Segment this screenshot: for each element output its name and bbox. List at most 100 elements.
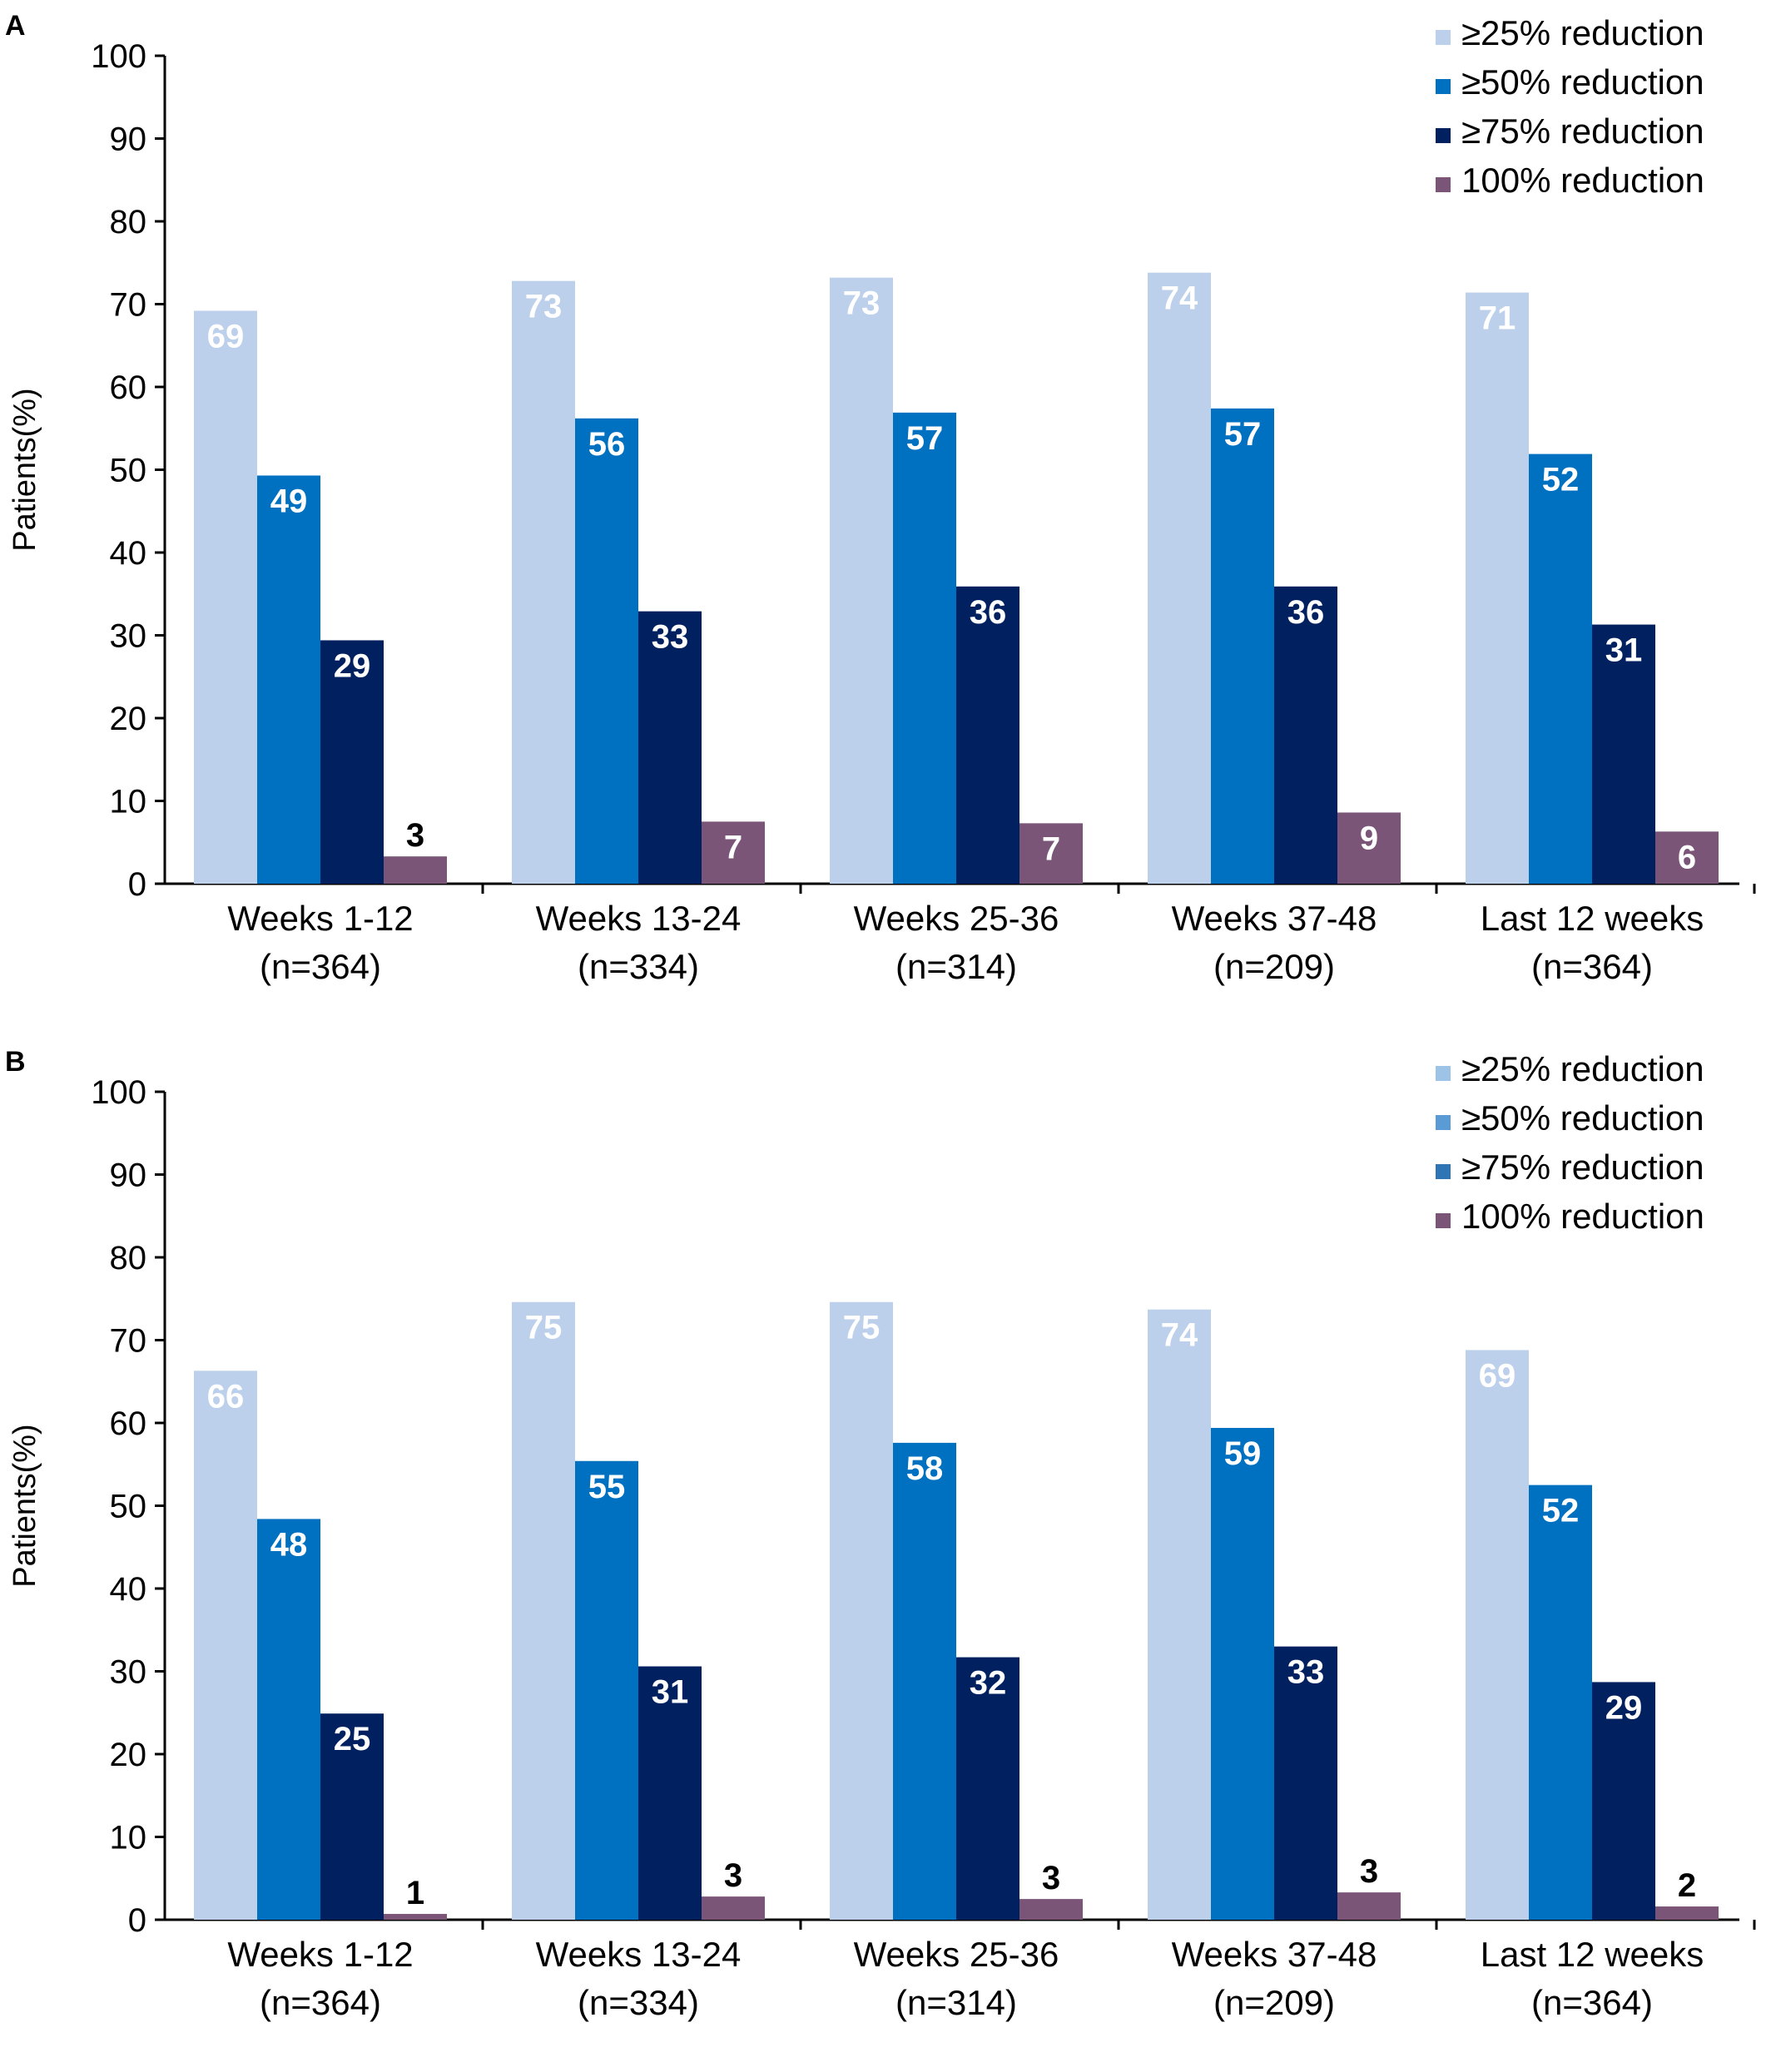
data-label: 48 xyxy=(270,1526,308,1563)
data-label: 36 xyxy=(970,594,1007,631)
data-label: 36 xyxy=(1287,594,1325,631)
x-tick-label: Weeks 25-36 xyxy=(854,899,1059,938)
y-tick-label: 100 xyxy=(91,1074,146,1111)
bar xyxy=(1337,812,1401,884)
bar xyxy=(257,1519,320,1920)
data-label: 29 xyxy=(334,647,371,684)
data-label: 1 xyxy=(406,1875,424,1911)
data-label: 29 xyxy=(1605,1689,1643,1726)
y-tick-label: 50 xyxy=(110,453,147,489)
y-tick-label: 30 xyxy=(110,618,147,655)
bar xyxy=(320,640,384,884)
legend-label: ≥25% reduction xyxy=(1461,13,1704,52)
data-label: 31 xyxy=(1605,632,1643,669)
y-tick-label: 40 xyxy=(110,1571,147,1608)
data-label: 75 xyxy=(525,1310,563,1346)
x-tick-label: Last 12 weeks xyxy=(1481,899,1704,938)
data-label: 74 xyxy=(1161,1317,1198,1354)
data-label: 33 xyxy=(1287,1654,1325,1691)
data-label: 3 xyxy=(1360,1853,1378,1890)
legend-swatch xyxy=(1436,30,1451,45)
bar xyxy=(257,475,320,884)
x-tick-label: (n=364) xyxy=(260,1983,381,2022)
legend-label: ≥75% reduction xyxy=(1461,1148,1704,1187)
data-label: 6 xyxy=(1678,839,1696,875)
bar xyxy=(1019,1899,1083,1920)
bar xyxy=(893,1442,956,1920)
bar xyxy=(830,277,893,884)
bar xyxy=(1655,831,1719,884)
y-tick-label: 10 xyxy=(110,784,147,820)
legend-swatch xyxy=(1436,1164,1451,1179)
bar xyxy=(512,280,575,884)
data-label: 3 xyxy=(406,817,424,854)
y-tick-label: 60 xyxy=(110,369,147,406)
y-axis-label: Patients(%) xyxy=(7,388,42,551)
y-tick-label: 40 xyxy=(110,535,147,572)
bar xyxy=(575,1460,638,1920)
bar xyxy=(1592,1682,1655,1920)
bar xyxy=(1274,586,1337,884)
data-label: 33 xyxy=(652,619,689,656)
bar xyxy=(320,1713,384,1920)
bar xyxy=(830,1301,893,1920)
y-tick-label: 0 xyxy=(128,866,146,903)
x-tick-label: (n=334) xyxy=(578,947,699,986)
x-tick-label: Weeks 37-48 xyxy=(1172,1935,1377,1974)
y-tick-label: 0 xyxy=(128,1902,146,1939)
x-tick-label: (n=364) xyxy=(1531,947,1653,986)
chart-panel-b: B Patients(%) 0 10 20 30 40 50 60 70 80 90 100 66 75 7… xyxy=(0,1036,1771,2072)
y-tick-label: 60 xyxy=(110,1405,147,1442)
legend-label: 100% reduction xyxy=(1461,161,1704,200)
data-label: 32 xyxy=(970,1665,1007,1702)
bar xyxy=(1529,454,1592,884)
x-tick-label: Last 12 weeks xyxy=(1481,1935,1704,1974)
legend-label: ≥25% reduction xyxy=(1461,1049,1704,1088)
data-label: 7 xyxy=(1042,830,1060,867)
x-tick-label: (n=364) xyxy=(260,947,381,986)
legend-label: ≥50% reduction xyxy=(1461,1098,1704,1138)
bar xyxy=(956,1657,1019,1920)
bar xyxy=(1337,1892,1401,1920)
bar xyxy=(194,1371,257,1920)
data-label: 7 xyxy=(724,829,742,865)
y-axis-label: Patients(%) xyxy=(7,1424,42,1587)
data-label: 73 xyxy=(525,289,563,325)
bar xyxy=(384,856,447,884)
data-label: 58 xyxy=(906,1450,944,1487)
data-label: 49 xyxy=(270,483,308,519)
legend-label: ≥50% reduction xyxy=(1461,62,1704,102)
data-label: 3 xyxy=(1042,1860,1060,1896)
bar xyxy=(1655,1906,1719,1920)
y-tick-label: 100 xyxy=(91,38,146,75)
data-label: 2 xyxy=(1678,1867,1696,1904)
x-tick-label: Weeks 13-24 xyxy=(536,1935,742,1974)
bar xyxy=(1592,624,1655,884)
x-tick-label: Weeks 37-48 xyxy=(1172,899,1377,938)
y-tick-label: 30 xyxy=(110,1654,147,1691)
x-tick-label: (n=314) xyxy=(895,1983,1017,2022)
bar xyxy=(512,1301,575,1920)
bar xyxy=(638,611,702,884)
x-tick-label: Weeks 25-36 xyxy=(854,1935,1059,1974)
bar xyxy=(1148,1309,1211,1920)
y-tick-label: 80 xyxy=(110,1240,147,1276)
bar xyxy=(893,412,956,885)
bar xyxy=(1211,1427,1274,1920)
bar xyxy=(1019,823,1083,884)
y-tick-label: 80 xyxy=(110,204,147,240)
bar xyxy=(384,1914,447,1920)
legend-label: 100% reduction xyxy=(1461,1197,1704,1236)
panel-label: B xyxy=(5,1046,26,1078)
data-label: 56 xyxy=(588,426,626,463)
data-label: 66 xyxy=(207,1378,245,1415)
chart-panel-a: A Patients(%) 0 10 20 30 40 50 60 70 80 90 100 69 73 7… xyxy=(5,10,1756,986)
x-tick-label: Weeks 13-24 xyxy=(536,899,742,938)
data-label: 3 xyxy=(724,1857,742,1894)
x-tick-label: (n=209) xyxy=(1213,1983,1335,2022)
bar xyxy=(1274,1646,1337,1920)
x-tick-label: Weeks 1-12 xyxy=(227,1935,413,1974)
y-tick-label: 20 xyxy=(110,701,147,737)
bar xyxy=(1466,292,1529,884)
legend-swatch xyxy=(1436,79,1451,94)
